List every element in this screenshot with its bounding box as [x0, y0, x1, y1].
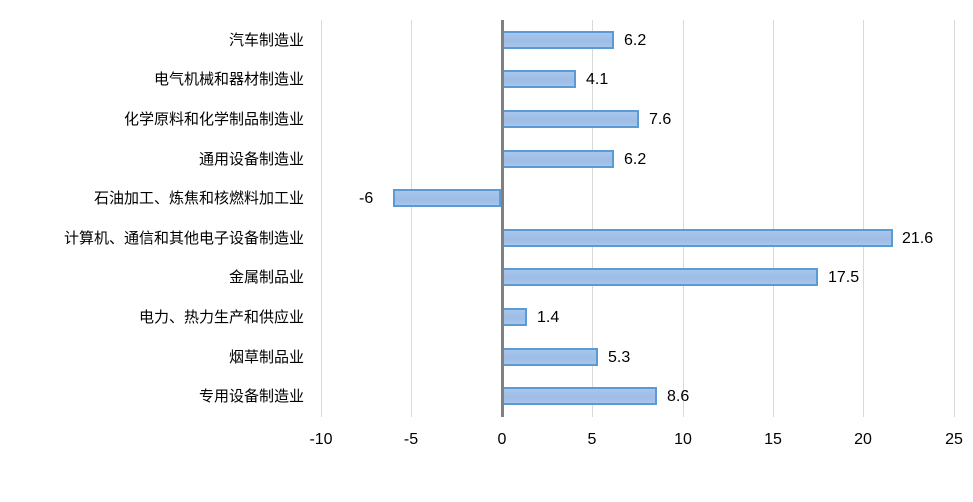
bar — [502, 110, 639, 128]
data-label: 5.3 — [608, 349, 631, 366]
zero-axis-line — [501, 20, 504, 417]
data-label: 4.1 — [586, 71, 609, 88]
bar — [502, 308, 527, 326]
x-tick-label: -5 — [403, 431, 419, 448]
category-label: 计算机、通信和其他电子设备制造业 — [63, 229, 304, 247]
category-label: 石油加工、炼焦和核燃料加工业 — [93, 189, 304, 207]
data-label: 7.6 — [649, 111, 672, 128]
data-label: 8.6 — [667, 388, 690, 405]
gridline — [321, 20, 322, 417]
x-tick-label: 10 — [674, 431, 692, 448]
gridline — [683, 20, 684, 417]
gridline — [863, 20, 864, 417]
data-label: 6.2 — [624, 151, 647, 168]
category-label: 电气机械和器材制造业 — [153, 70, 304, 88]
category-label: 专用设备制造业 — [198, 387, 304, 405]
x-tick-label: 0 — [497, 431, 507, 448]
x-tick-label: 25 — [945, 431, 963, 448]
x-tick-label: 5 — [587, 431, 597, 448]
bar — [502, 70, 576, 88]
category-label: 烟草制品业 — [228, 348, 304, 366]
x-tick-label: -10 — [309, 431, 333, 448]
bar — [502, 150, 614, 168]
gridline — [954, 20, 955, 417]
data-label: 6.2 — [624, 32, 647, 49]
x-tick-label: 15 — [764, 431, 782, 448]
gridline — [592, 20, 593, 417]
category-label: 化学原料和化学制品制造业 — [123, 110, 304, 128]
x-tick-label: 20 — [854, 431, 872, 448]
bar — [393, 189, 501, 207]
category-label: 通用设备制造业 — [198, 150, 304, 168]
bar — [502, 387, 657, 405]
data-label: 17.5 — [828, 269, 860, 286]
bar — [502, 348, 598, 366]
bar — [502, 268, 818, 286]
data-label: -6 — [359, 190, 374, 207]
bar — [502, 229, 893, 247]
category-label: 汽车制造业 — [228, 31, 304, 49]
data-label: 1.4 — [537, 309, 560, 326]
gridline — [773, 20, 774, 417]
category-label: 电力、热力生产和供应业 — [138, 308, 304, 326]
data-label: 21.6 — [902, 230, 934, 247]
category-label: 金属制品业 — [228, 268, 304, 286]
gridline — [411, 20, 412, 417]
bar — [502, 31, 614, 49]
